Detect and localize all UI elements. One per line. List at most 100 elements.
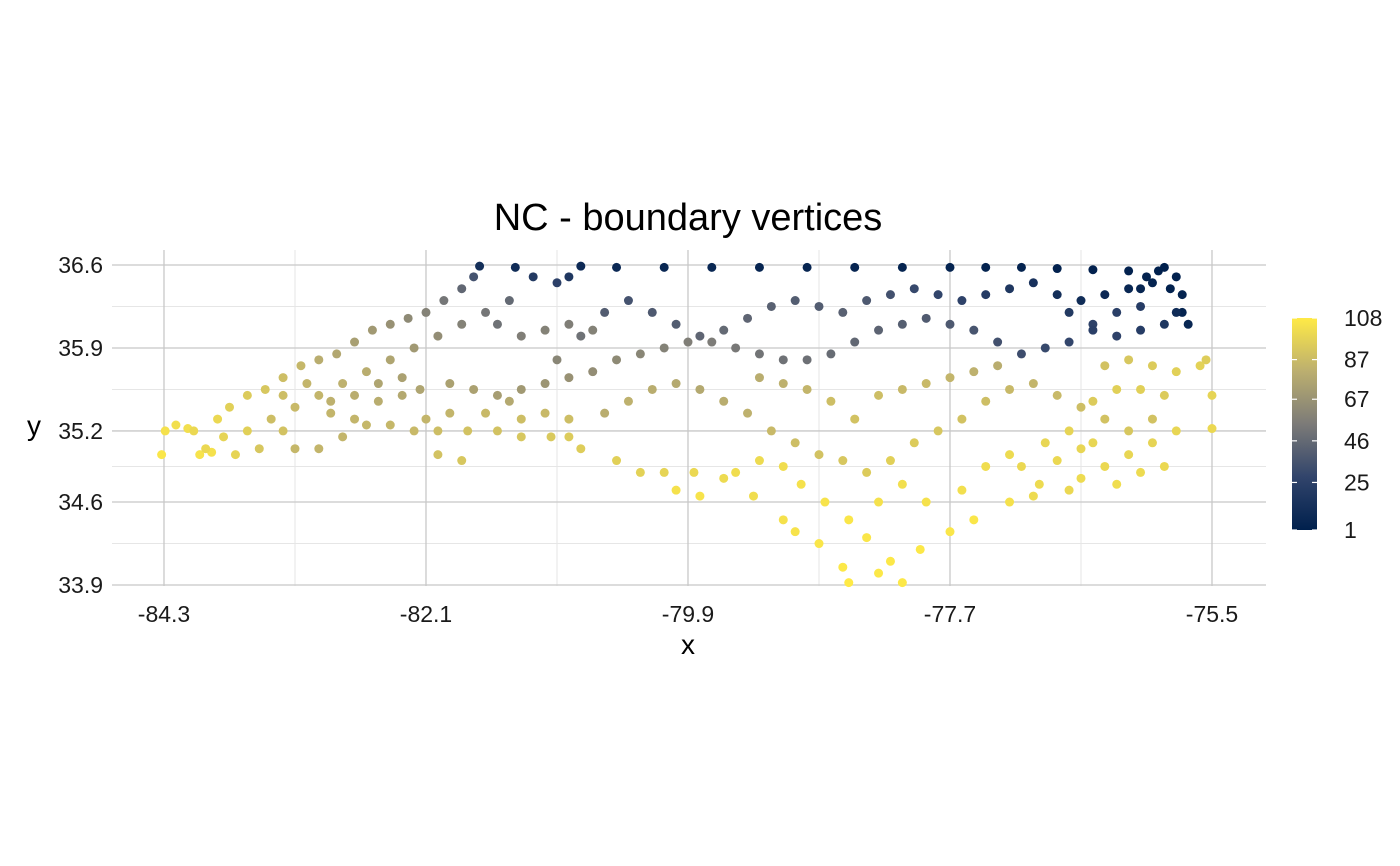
data-point: [1147, 414, 1157, 424]
data-point: [623, 296, 633, 306]
data-point: [314, 355, 324, 365]
data-point: [332, 349, 342, 359]
data-point: [588, 367, 598, 377]
data-point: [969, 367, 979, 377]
data-point: [504, 296, 514, 306]
data-point: [612, 456, 622, 466]
data-point: [1005, 284, 1015, 294]
data-point: [1136, 301, 1146, 311]
x-axis: -84.3 -82.1 -79.9 -77.7 -75.5: [138, 601, 1238, 627]
data-point: [481, 408, 491, 418]
data-point: [1136, 284, 1146, 294]
data-point: [492, 426, 502, 436]
data-point: [1177, 290, 1187, 300]
data-point: [290, 402, 300, 412]
data-point: [695, 491, 705, 501]
data-point: [993, 337, 1003, 347]
data-point: [510, 262, 520, 272]
data-point: [1028, 379, 1038, 389]
data-point: [1088, 396, 1098, 406]
data-point: [969, 325, 979, 335]
data-point: [219, 432, 229, 442]
data-point: [1159, 461, 1169, 471]
data-point: [802, 355, 812, 365]
data-point: [897, 262, 907, 272]
y-tick-label: 33.9: [58, 572, 103, 598]
data-point: [1147, 278, 1157, 288]
data-point: [463, 426, 473, 436]
x-tick-label: -75.5: [1186, 601, 1238, 627]
data-point: [909, 284, 919, 294]
data-point: [475, 261, 485, 271]
x-tick-label: -77.7: [924, 601, 976, 627]
data-point: [897, 479, 907, 489]
data-point: [707, 337, 717, 347]
y-axis-title: y: [27, 410, 41, 441]
y-axis: 33.9 34.6 35.2 35.9 36.6: [58, 252, 103, 598]
data-point: [814, 301, 824, 311]
data-point: [885, 456, 895, 466]
data-point: [564, 414, 574, 424]
data-point: [1088, 325, 1098, 335]
data-point: [326, 408, 336, 418]
data-point: [1112, 331, 1122, 341]
data-point: [439, 296, 449, 306]
y-tick-label: 36.6: [58, 252, 103, 278]
data-point: [766, 301, 776, 311]
data-point: [445, 408, 455, 418]
data-point: [981, 262, 991, 272]
data-point: [1183, 319, 1193, 329]
data-point: [743, 408, 753, 418]
data-point: [993, 361, 1003, 371]
data-point: [945, 319, 955, 329]
data-point: [540, 408, 550, 418]
colorbar: [1292, 318, 1317, 530]
data-point: [1052, 290, 1062, 300]
data-point: [242, 426, 252, 436]
data-point: [1142, 272, 1151, 282]
data-point: [314, 444, 324, 454]
data-point: [1100, 414, 1110, 424]
data-point: [778, 355, 788, 365]
data-point: [1088, 438, 1098, 448]
data-point: [1064, 337, 1074, 347]
data-point: [885, 556, 895, 566]
data-point: [290, 444, 300, 454]
data-point: [415, 384, 425, 394]
data-point: [409, 343, 419, 353]
data-point: [1016, 349, 1026, 359]
data-point: [695, 331, 705, 341]
data-point: [445, 379, 455, 389]
x-tick-label: -79.9: [662, 601, 714, 627]
data-point: [874, 390, 884, 400]
data-point: [647, 384, 657, 394]
data-point: [874, 568, 884, 578]
data-point: [1034, 479, 1044, 489]
colorbar-label: 1: [1344, 517, 1357, 543]
data-point: [909, 438, 919, 448]
data-point: [1076, 296, 1086, 306]
data-point: [719, 325, 729, 335]
data-point: [707, 262, 717, 272]
data-point: [1124, 355, 1134, 365]
data-point: [981, 461, 991, 471]
data-point: [1147, 361, 1157, 371]
y-tick-label: 35.9: [58, 335, 103, 361]
data-point: [1171, 426, 1181, 436]
data-point: [481, 307, 491, 317]
data-point: [385, 319, 395, 329]
data-point: [802, 384, 812, 394]
data-point: [189, 426, 199, 436]
data-point: [885, 290, 895, 300]
data-point: [1171, 367, 1181, 377]
data-point: [1112, 307, 1122, 317]
data-point: [457, 319, 467, 329]
data-point: [659, 467, 669, 477]
data-point: [314, 390, 324, 400]
data-point: [623, 396, 633, 406]
data-point: [576, 261, 586, 271]
data-point: [516, 331, 526, 341]
data-point: [1207, 424, 1217, 434]
data-point: [671, 485, 681, 495]
data-point: [957, 296, 967, 306]
